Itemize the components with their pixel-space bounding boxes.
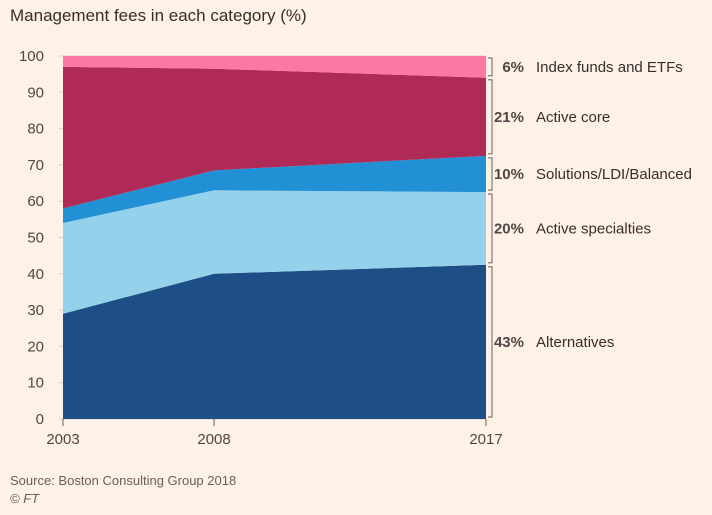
x-tick-label: 2003 — [46, 431, 79, 448]
area-solutions-ldi-balanced — [63, 155, 486, 223]
area-index-funds-and-etfs — [63, 56, 486, 78]
bracket-solutions-ldi-balanced — [488, 157, 493, 191]
area-alternatives — [63, 264, 486, 419]
y-tick-label: 10 — [27, 375, 44, 392]
legend-percent-alternatives: 43% — [494, 334, 524, 351]
legend: 43% Alternatives 20% Active specialties 10% S… — [488, 57, 692, 418]
bracket-alternatives — [488, 266, 493, 418]
ft-credit: © FT — [10, 491, 40, 506]
legend-label-alternatives: Alternatives — [536, 334, 614, 351]
bracket-active-core — [488, 79, 493, 155]
legend-percent-solutions-ldi-balanced: 10% — [494, 166, 524, 183]
bracket-index-funds-and-etfs — [488, 57, 493, 77]
legend-percent-index-funds-and-etfs: 6% — [502, 59, 524, 76]
bracket-active-specialties — [488, 193, 493, 264]
y-tick-label: 40 — [27, 266, 44, 283]
legend-label-solutions-ldi-balanced: Solutions/LDI/Balanced — [536, 166, 692, 183]
y-tick-label: 70 — [27, 157, 44, 174]
y-tick-label: 0 — [36, 411, 44, 428]
y-tick-label: 80 — [27, 121, 44, 138]
legend-percent-active-core: 21% — [494, 109, 524, 126]
x-axis: 2003 2008 2017 — [46, 419, 503, 448]
area-layer — [63, 56, 486, 419]
area-active-core — [63, 66, 486, 209]
y-tick-label: 100 — [19, 48, 44, 65]
y-tick-label: 50 — [27, 230, 44, 247]
chart-title: Management fees in each category (%) — [10, 6, 307, 25]
x-tick-label: 2017 — [469, 431, 502, 448]
y-tick-label: 60 — [27, 193, 44, 210]
legend-label-index-funds-and-etfs: Index funds and ETFs — [536, 59, 683, 76]
y-tick-label: 30 — [27, 302, 44, 319]
legend-label-active-core: Active core — [536, 109, 610, 126]
x-tick-label: 2008 — [197, 431, 230, 448]
source-note: Source: Boston Consulting Group 2018 — [10, 473, 237, 488]
area-active-specialties — [63, 190, 486, 314]
legend-percent-active-specialties: 20% — [494, 220, 524, 237]
legend-label-active-specialties: Active specialties — [536, 220, 651, 237]
y-axis: 0 10 20 30 40 50 60 70 80 90 100 — [19, 48, 44, 428]
y-tick-label: 20 — [27, 338, 44, 355]
y-tick-label: 90 — [27, 84, 44, 101]
